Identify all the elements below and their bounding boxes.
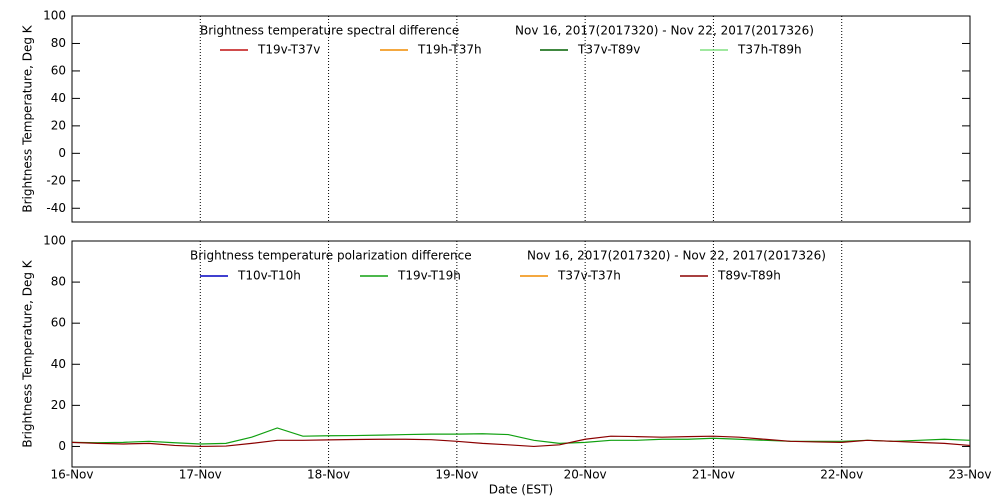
axis-title: Date (EST)	[489, 483, 553, 497]
y-tick-label: 0	[58, 146, 66, 160]
legend-label: T89v-T89h	[717, 269, 781, 283]
x-tick-label: 20-Nov	[564, 468, 607, 482]
legend-label: T10v-T10h	[237, 269, 301, 283]
x-tick-label: 22-Nov	[820, 468, 863, 482]
y-tick-label: 0	[58, 439, 66, 453]
y-tick-label: 60	[51, 63, 66, 77]
x-tick-label: 23-Nov	[948, 468, 991, 482]
chart-subtitle: Nov 16, 2017(2017320) - Nov 22, 2017(201…	[515, 24, 814, 38]
y-tick-label: 80	[51, 36, 66, 50]
y-tick-label: 20	[51, 398, 66, 412]
plot-frame	[71, 15, 971, 223]
chart-subtitle: Nov 16, 2017(2017320) - Nov 22, 2017(201…	[527, 249, 826, 263]
legend-label: T19h-T37h	[417, 43, 482, 57]
x-tick-label: 16-Nov	[50, 468, 93, 482]
legend-label: T37v-T89v	[577, 43, 640, 57]
legend-label: T19v-T19h	[397, 269, 461, 283]
y-tick-label: 100	[43, 234, 66, 248]
y-tick-label: 60	[51, 316, 66, 330]
y-tick-label: 40	[51, 91, 66, 105]
x-tick-label: 18-Nov	[307, 468, 350, 482]
x-tick-label: 19-Nov	[435, 468, 478, 482]
chart-title: Brightness temperature spectral differen…	[200, 24, 459, 38]
y-tick-label: 100	[43, 9, 66, 23]
y-tick-label: 40	[51, 357, 66, 371]
y-tick-label: -20	[46, 173, 66, 187]
legend-label: T37v-T37h	[557, 269, 621, 283]
series-line	[71, 435, 971, 448]
plot-frame	[71, 240, 971, 468]
x-tick-label: 21-Nov	[692, 468, 735, 482]
axis-title: Brightness Temperature, Deg K	[21, 24, 35, 212]
x-tick-label: 17-Nov	[179, 468, 222, 482]
y-tick-label: -40	[46, 201, 66, 215]
chart-title: Brightness temperature polarization diff…	[190, 249, 472, 263]
y-tick-label: 80	[51, 275, 66, 289]
legend-label: T37h-T89h	[737, 43, 802, 57]
y-tick-label: 20	[51, 118, 66, 132]
series-line	[71, 427, 971, 445]
axis-title: Brightness Temperature, Deg K	[21, 259, 35, 447]
legend-label: T19v-T37v	[257, 43, 320, 57]
